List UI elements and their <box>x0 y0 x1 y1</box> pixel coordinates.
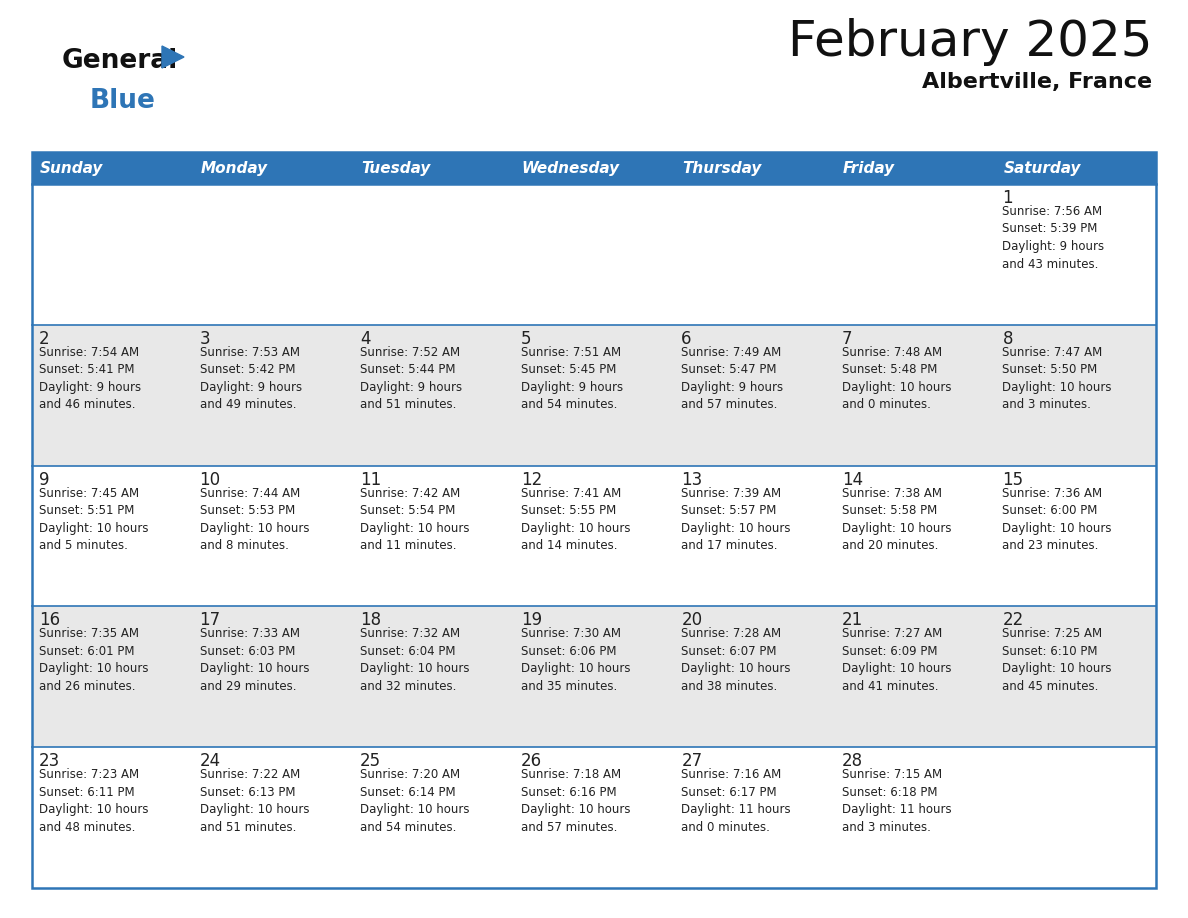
Bar <box>32 152 1156 888</box>
Text: 1: 1 <box>1003 189 1013 207</box>
Text: 9: 9 <box>39 471 50 488</box>
Text: Sunrise: 7:15 AM
Sunset: 6:18 PM
Daylight: 11 hours
and 3 minutes.: Sunrise: 7:15 AM Sunset: 6:18 PM Dayligh… <box>842 768 952 834</box>
Text: Sunrise: 7:36 AM
Sunset: 6:00 PM
Daylight: 10 hours
and 23 minutes.: Sunrise: 7:36 AM Sunset: 6:00 PM Dayligh… <box>1003 487 1112 552</box>
Bar <box>353 152 513 184</box>
Text: Sunrise: 7:44 AM
Sunset: 5:53 PM
Daylight: 10 hours
and 8 minutes.: Sunrise: 7:44 AM Sunset: 5:53 PM Dayligh… <box>200 487 309 552</box>
Text: Sunrise: 7:20 AM
Sunset: 6:14 PM
Daylight: 10 hours
and 54 minutes.: Sunrise: 7:20 AM Sunset: 6:14 PM Dayligh… <box>360 768 469 834</box>
Text: 24: 24 <box>200 752 221 770</box>
Text: Sunrise: 7:48 AM
Sunset: 5:48 PM
Daylight: 10 hours
and 0 minutes.: Sunrise: 7:48 AM Sunset: 5:48 PM Dayligh… <box>842 346 952 411</box>
Text: Sunrise: 7:39 AM
Sunset: 5:57 PM
Daylight: 10 hours
and 17 minutes.: Sunrise: 7:39 AM Sunset: 5:57 PM Dayligh… <box>681 487 791 552</box>
Text: 17: 17 <box>200 611 221 630</box>
Text: 13: 13 <box>681 471 702 488</box>
Polygon shape <box>162 46 184 68</box>
Text: February 2025: February 2025 <box>788 18 1152 66</box>
Text: Sunrise: 7:18 AM
Sunset: 6:16 PM
Daylight: 10 hours
and 57 minutes.: Sunrise: 7:18 AM Sunset: 6:16 PM Dayligh… <box>520 768 630 834</box>
Bar <box>32 325 1156 465</box>
Text: 14: 14 <box>842 471 862 488</box>
Text: Sunrise: 7:33 AM
Sunset: 6:03 PM
Daylight: 10 hours
and 29 minutes.: Sunrise: 7:33 AM Sunset: 6:03 PM Dayligh… <box>200 627 309 693</box>
Bar <box>32 465 1156 607</box>
Text: 25: 25 <box>360 752 381 770</box>
Text: Sunrise: 7:41 AM
Sunset: 5:55 PM
Daylight: 10 hours
and 14 minutes.: Sunrise: 7:41 AM Sunset: 5:55 PM Dayligh… <box>520 487 630 552</box>
Text: 4: 4 <box>360 330 371 348</box>
Text: 3: 3 <box>200 330 210 348</box>
Text: Sunrise: 7:16 AM
Sunset: 6:17 PM
Daylight: 11 hours
and 0 minutes.: Sunrise: 7:16 AM Sunset: 6:17 PM Dayligh… <box>681 768 791 834</box>
Text: Thursday: Thursday <box>682 161 762 175</box>
Text: Sunrise: 7:25 AM
Sunset: 6:10 PM
Daylight: 10 hours
and 45 minutes.: Sunrise: 7:25 AM Sunset: 6:10 PM Dayligh… <box>1003 627 1112 693</box>
Text: Sunrise: 7:42 AM
Sunset: 5:54 PM
Daylight: 10 hours
and 11 minutes.: Sunrise: 7:42 AM Sunset: 5:54 PM Dayligh… <box>360 487 469 552</box>
Text: 22: 22 <box>1003 611 1024 630</box>
Bar <box>513 152 675 184</box>
Text: Sunrise: 7:56 AM
Sunset: 5:39 PM
Daylight: 9 hours
and 43 minutes.: Sunrise: 7:56 AM Sunset: 5:39 PM Dayligh… <box>1003 205 1105 271</box>
Text: Sunrise: 7:35 AM
Sunset: 6:01 PM
Daylight: 10 hours
and 26 minutes.: Sunrise: 7:35 AM Sunset: 6:01 PM Dayligh… <box>39 627 148 693</box>
Text: 7: 7 <box>842 330 852 348</box>
Text: Monday: Monday <box>201 161 267 175</box>
Text: Sunday: Sunday <box>40 161 103 175</box>
Text: Sunrise: 7:32 AM
Sunset: 6:04 PM
Daylight: 10 hours
and 32 minutes.: Sunrise: 7:32 AM Sunset: 6:04 PM Dayligh… <box>360 627 469 693</box>
Text: 8: 8 <box>1003 330 1013 348</box>
Text: Sunrise: 7:38 AM
Sunset: 5:58 PM
Daylight: 10 hours
and 20 minutes.: Sunrise: 7:38 AM Sunset: 5:58 PM Dayligh… <box>842 487 952 552</box>
Text: Sunrise: 7:51 AM
Sunset: 5:45 PM
Daylight: 9 hours
and 54 minutes.: Sunrise: 7:51 AM Sunset: 5:45 PM Dayligh… <box>520 346 623 411</box>
Text: Sunrise: 7:28 AM
Sunset: 6:07 PM
Daylight: 10 hours
and 38 minutes.: Sunrise: 7:28 AM Sunset: 6:07 PM Dayligh… <box>681 627 791 693</box>
Text: 21: 21 <box>842 611 864 630</box>
Text: 12: 12 <box>520 471 542 488</box>
Text: Tuesday: Tuesday <box>361 161 430 175</box>
Bar <box>996 152 1156 184</box>
Bar <box>32 152 192 184</box>
Text: 10: 10 <box>200 471 221 488</box>
Text: 11: 11 <box>360 471 381 488</box>
Text: 15: 15 <box>1003 471 1024 488</box>
Text: Sunrise: 7:53 AM
Sunset: 5:42 PM
Daylight: 9 hours
and 49 minutes.: Sunrise: 7:53 AM Sunset: 5:42 PM Dayligh… <box>200 346 302 411</box>
Bar <box>192 152 353 184</box>
Text: 5: 5 <box>520 330 531 348</box>
Text: Sunrise: 7:52 AM
Sunset: 5:44 PM
Daylight: 9 hours
and 51 minutes.: Sunrise: 7:52 AM Sunset: 5:44 PM Dayligh… <box>360 346 462 411</box>
Text: 6: 6 <box>681 330 691 348</box>
Text: Sunrise: 7:23 AM
Sunset: 6:11 PM
Daylight: 10 hours
and 48 minutes.: Sunrise: 7:23 AM Sunset: 6:11 PM Dayligh… <box>39 768 148 834</box>
Text: Sunrise: 7:47 AM
Sunset: 5:50 PM
Daylight: 10 hours
and 3 minutes.: Sunrise: 7:47 AM Sunset: 5:50 PM Dayligh… <box>1003 346 1112 411</box>
Text: 16: 16 <box>39 611 61 630</box>
Text: General: General <box>62 48 178 74</box>
Text: Sunrise: 7:45 AM
Sunset: 5:51 PM
Daylight: 10 hours
and 5 minutes.: Sunrise: 7:45 AM Sunset: 5:51 PM Dayligh… <box>39 487 148 552</box>
Text: Albertville, France: Albertville, France <box>922 72 1152 92</box>
Text: Sunrise: 7:30 AM
Sunset: 6:06 PM
Daylight: 10 hours
and 35 minutes.: Sunrise: 7:30 AM Sunset: 6:06 PM Dayligh… <box>520 627 630 693</box>
Text: Friday: Friday <box>842 161 895 175</box>
Bar <box>675 152 835 184</box>
Text: 26: 26 <box>520 752 542 770</box>
Bar <box>32 747 1156 888</box>
Text: 27: 27 <box>681 752 702 770</box>
Text: 19: 19 <box>520 611 542 630</box>
Bar <box>835 152 996 184</box>
Bar <box>32 184 1156 325</box>
Text: 18: 18 <box>360 611 381 630</box>
Text: 23: 23 <box>39 752 61 770</box>
Text: Blue: Blue <box>90 88 156 114</box>
Text: 20: 20 <box>681 611 702 630</box>
Text: 2: 2 <box>39 330 50 348</box>
Text: Sunrise: 7:27 AM
Sunset: 6:09 PM
Daylight: 10 hours
and 41 minutes.: Sunrise: 7:27 AM Sunset: 6:09 PM Dayligh… <box>842 627 952 693</box>
Text: Saturday: Saturday <box>1004 161 1081 175</box>
Text: 28: 28 <box>842 752 862 770</box>
Text: Sunrise: 7:54 AM
Sunset: 5:41 PM
Daylight: 9 hours
and 46 minutes.: Sunrise: 7:54 AM Sunset: 5:41 PM Dayligh… <box>39 346 141 411</box>
Bar <box>32 607 1156 747</box>
Text: Sunrise: 7:22 AM
Sunset: 6:13 PM
Daylight: 10 hours
and 51 minutes.: Sunrise: 7:22 AM Sunset: 6:13 PM Dayligh… <box>200 768 309 834</box>
Text: Wednesday: Wednesday <box>522 161 620 175</box>
Text: Sunrise: 7:49 AM
Sunset: 5:47 PM
Daylight: 9 hours
and 57 minutes.: Sunrise: 7:49 AM Sunset: 5:47 PM Dayligh… <box>681 346 783 411</box>
